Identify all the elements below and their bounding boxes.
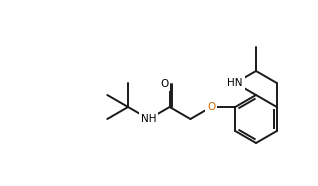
Text: O: O — [207, 102, 215, 112]
Text: HN: HN — [227, 78, 243, 88]
Text: NH: NH — [141, 114, 156, 124]
Text: O: O — [161, 79, 169, 89]
